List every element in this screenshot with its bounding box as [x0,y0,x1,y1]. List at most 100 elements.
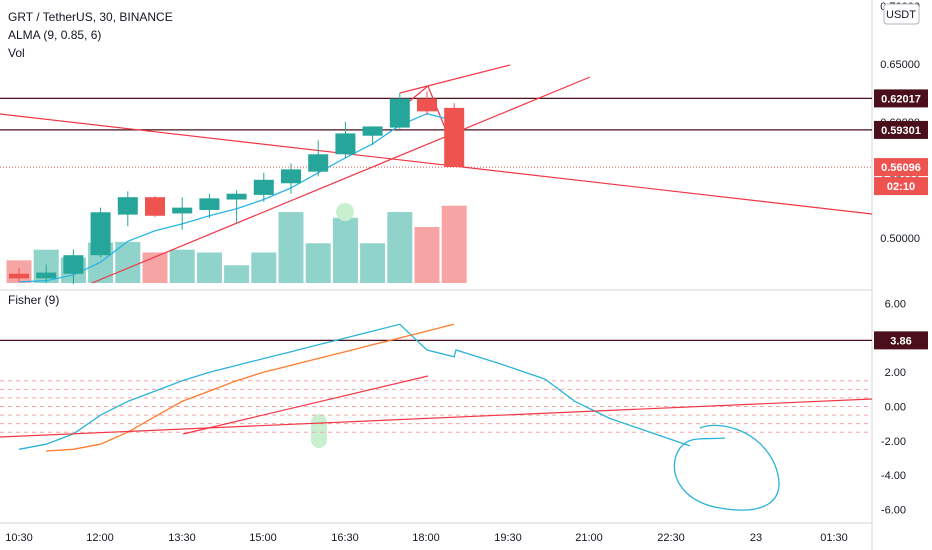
candle-body [281,169,301,184]
time-axis[interactable]: 10:30 12:00 13:30 15:00 16:30 18:00 19:30 21:00… [5,532,848,544]
candle [389,92,410,129]
candle [199,193,220,219]
hand-drawn-circle [673,424,780,511]
time-tick: 21:00 [575,532,603,544]
time-tick: 19:30 [494,532,522,544]
candle [90,207,111,258]
volume-bar [332,217,358,283]
price-tag-level2-text: 0.59301 [881,125,921,137]
volume-bar [224,265,250,283]
time-tick: 22:30 [657,532,685,544]
fisher-tick: 2.00 [885,367,906,379]
candle-body [172,207,193,214]
fisher-tick: -2.00 [881,436,906,448]
volume-bar [142,252,168,283]
candle [308,140,329,177]
price-tag-last-text: 0.56096 [881,162,921,174]
volume-legend[interactable]: Vol [8,46,25,60]
candle [9,267,29,282]
candle-body [417,98,437,112]
candle-body [63,255,84,274]
channel-top-line [399,64,511,94]
price-tag-level2: 0.59301 [874,120,928,139]
candle-body [389,98,410,128]
currency-button[interactable]: USDT [883,3,920,25]
fisher-tick: -4.00 [881,470,906,482]
candle [226,190,247,223]
volume-bar [169,249,195,283]
fisher-indicator [0,323,873,511]
candle [63,249,84,285]
volume-bar [387,212,413,283]
fisher-tag-level: 3.86 [874,331,928,350]
fisher-line [18,323,691,450]
trendline-drawings [0,64,873,284]
candle-body [36,272,57,279]
volume-bar [278,212,304,283]
highlight-marker-fisher [311,414,327,448]
candle-body [335,133,356,155]
candle-body [308,154,329,172]
highlight-marker [336,203,354,221]
candle [117,191,138,227]
ascending-trendline [91,76,591,284]
price-tag-countdown: 02:10 [874,177,928,196]
volume-bar [414,226,440,283]
price-tag-level1-text: 0.62017 [881,93,921,105]
fisher-tick: -6.00 [881,504,906,516]
fisher-tick: 6.00 [885,299,906,311]
volume-bar [115,241,141,283]
candle [417,91,437,115]
price-tick: 0.65000 [880,59,920,71]
candle-body [253,179,274,195]
price-tag-last-bg [874,158,928,177]
volume-bar [305,243,331,283]
symbol-title[interactable]: GRT / TetherUS, 30, BINANCE [8,10,173,24]
time-tick: 13:30 [168,532,196,544]
candle-body [199,198,220,210]
trigger-line [45,323,455,452]
candle-body [226,193,247,200]
fisher-tick: 0.00 [885,402,906,414]
candle-body [90,212,111,256]
price-tag-level1: 0.62017 [874,89,928,108]
fisher-trendline [0,398,873,438]
price-tag-level1-bg [874,89,928,108]
candle [444,103,465,168]
descending-trendline [0,113,873,215]
candle [36,264,57,284]
price-tag-countdown-text: 02:10 [887,181,915,193]
volume-bar [251,252,277,283]
candle-body [444,107,465,168]
volume-bar [196,252,222,283]
candle [281,163,301,194]
candles [9,91,465,285]
alma-legend[interactable]: ALMA (9, 0.85, 6) [8,28,101,42]
candle-body [145,197,165,216]
volume-bar [441,205,467,283]
candle-body [117,197,138,215]
time-tick: 16:30 [331,532,359,544]
fisher-tag-level-text: 3.86 [890,335,911,347]
candle [172,197,193,230]
price-tags: 0.62017 0.59301 0.56096 02:10 3.86 [874,89,928,350]
volume-bar [360,243,386,283]
fisher-tag-level-bg [874,331,928,350]
fisher-trendline-short [182,375,429,435]
price-tag-last: 0.56096 [874,158,928,177]
time-tick: 18:00 [412,532,440,544]
price-tag-countdown-bg [874,177,928,196]
candle-body [362,126,383,136]
candle [362,126,383,145]
candle [145,196,165,217]
price-tag-level2-bg [874,120,928,139]
time-tick: 10:30 [5,532,33,544]
fisher-legend[interactable]: Fisher (9) [8,293,59,307]
currency-button-label: USDT [886,9,916,21]
time-tick: 23 [750,532,762,544]
time-tick: 12:00 [86,532,114,544]
candle [335,121,356,158]
candle-body [9,273,29,279]
candle [253,172,274,202]
